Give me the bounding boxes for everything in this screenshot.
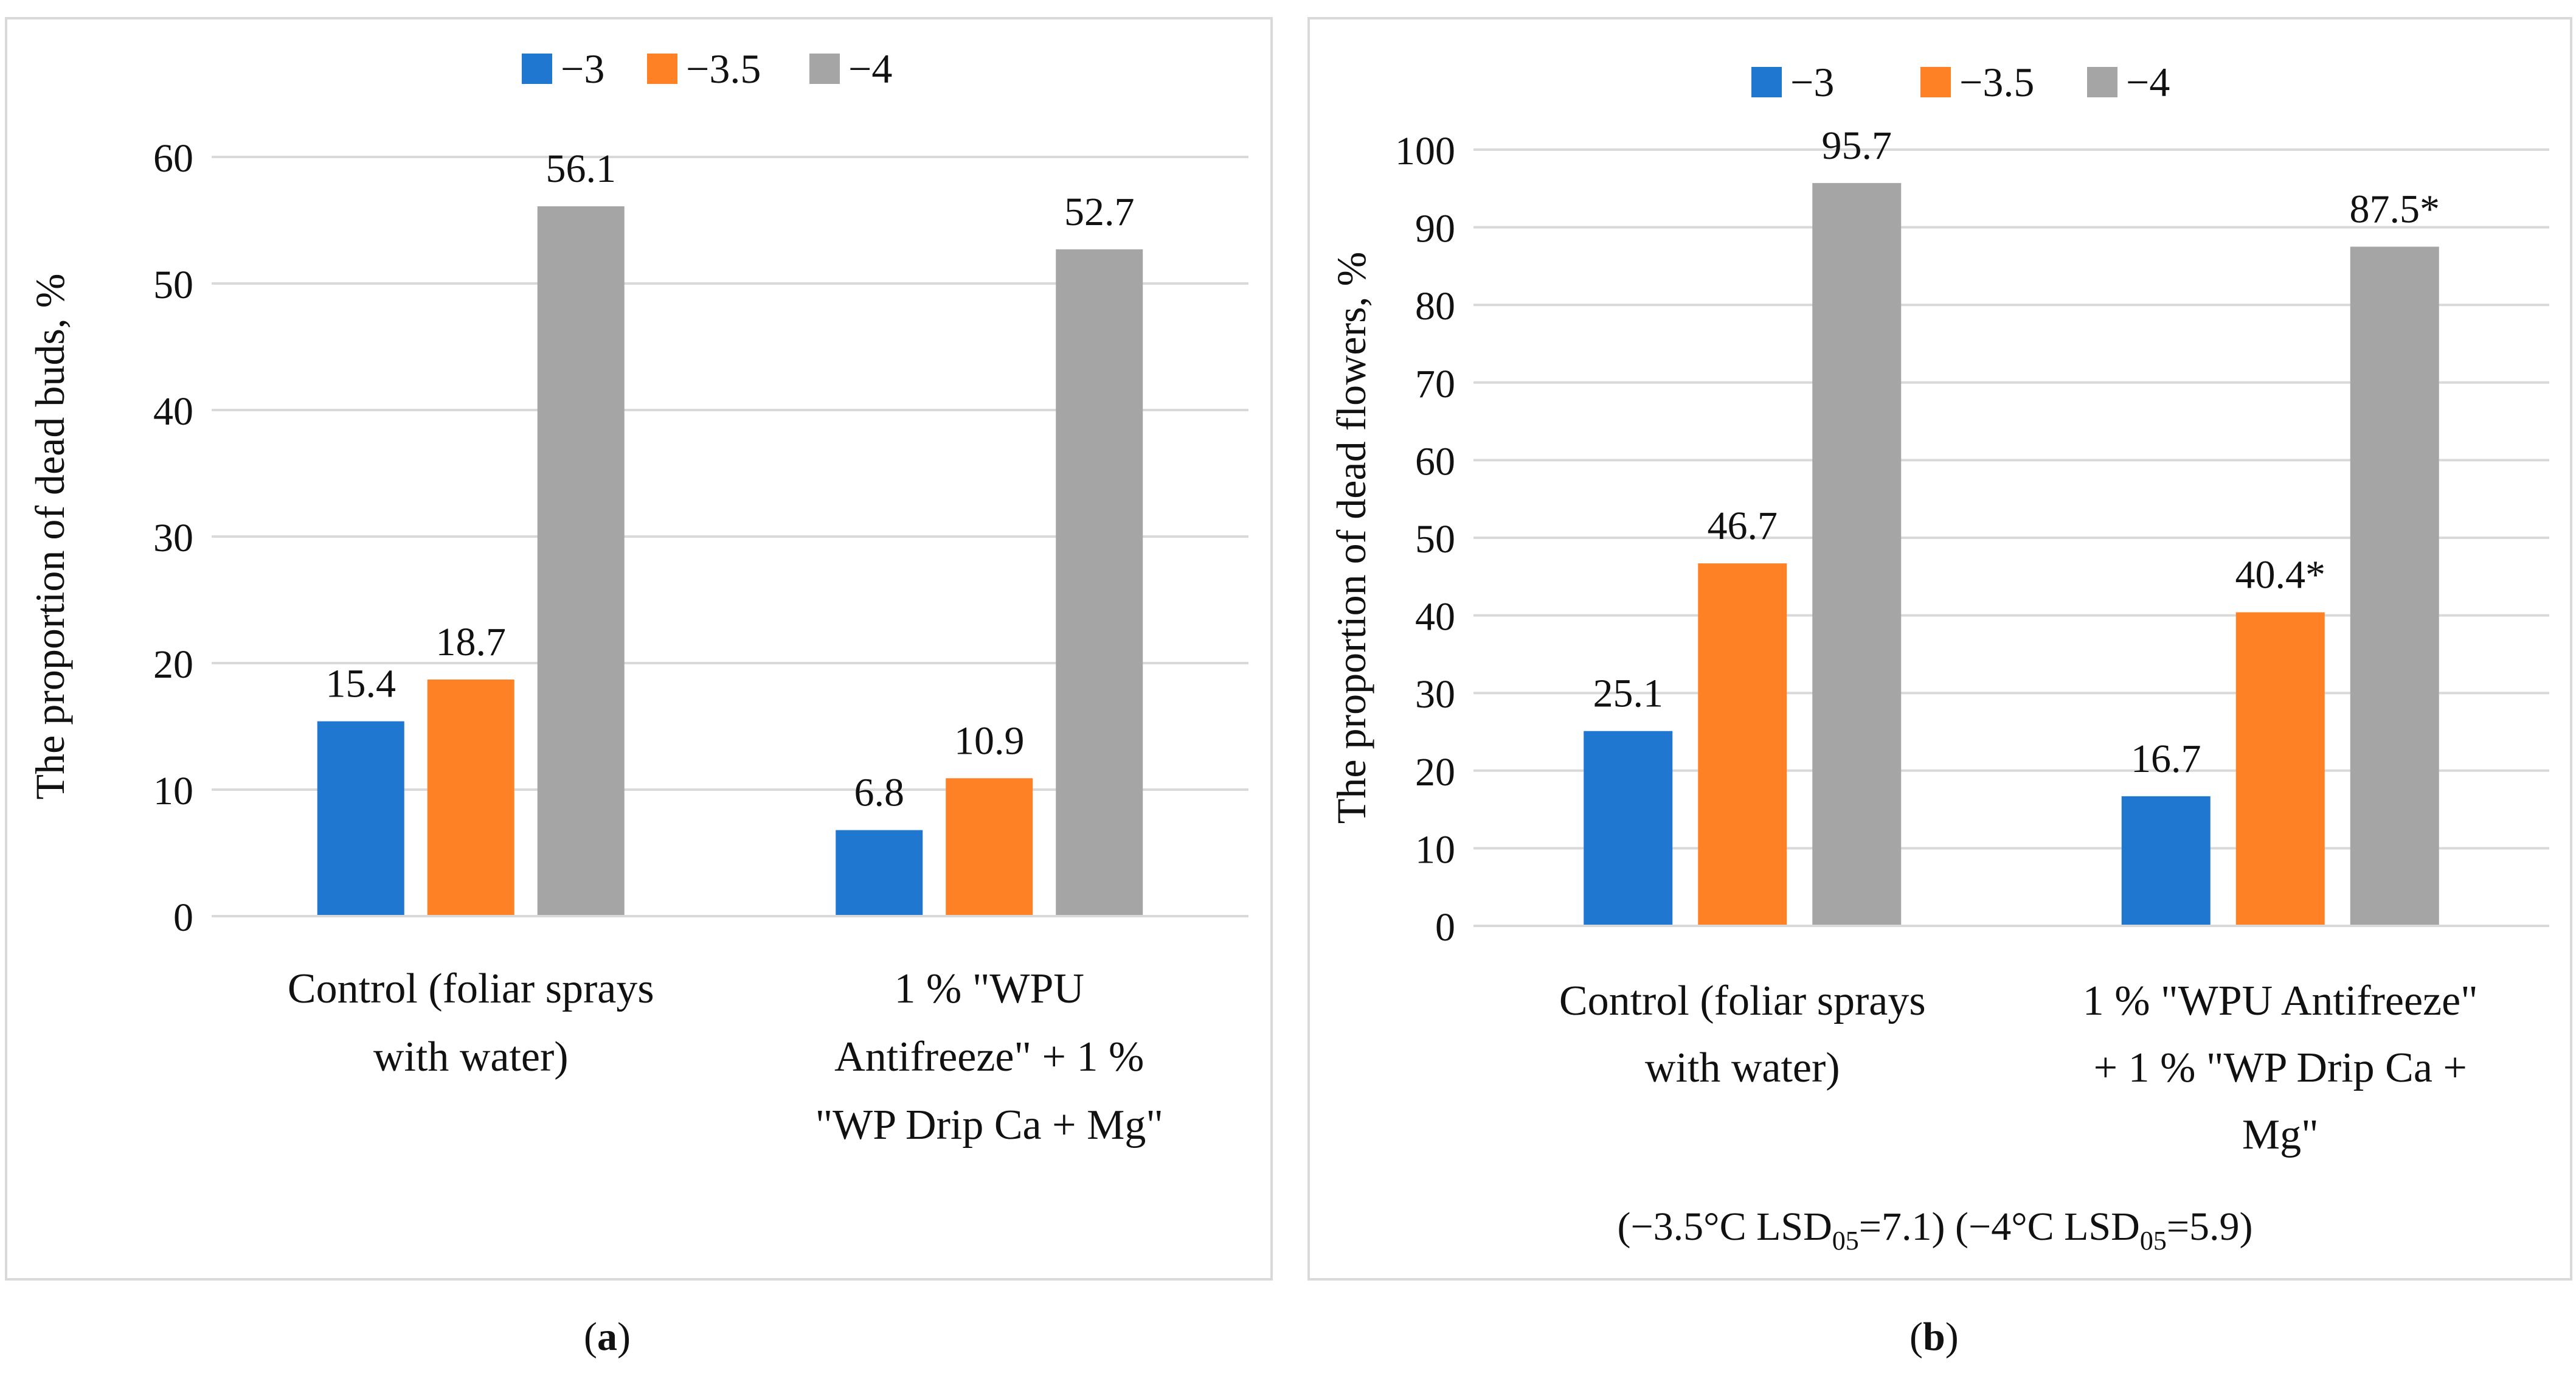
bar-1-1 (1584, 731, 1673, 926)
legend-swatch-3 (809, 54, 840, 84)
bar-3-2 (2350, 246, 2439, 926)
y-axis-label: The proportion of dead flowers, % (1328, 252, 1374, 824)
bar-2-1 (1698, 563, 1787, 926)
data-label: 46.7 (1708, 504, 1778, 548)
legend-label: −4 (2126, 59, 2170, 105)
bar-3-1 (537, 206, 625, 916)
data-label: 18.7 (436, 620, 507, 664)
y-tick-label: 70 (1415, 362, 1455, 406)
x-category-label: Mg" (2242, 1111, 2319, 1158)
y-tick-label: 20 (1415, 750, 1455, 794)
y-axis-label: The proportion of dead buds, % (27, 274, 73, 800)
y-tick-label: 0 (1435, 905, 1455, 950)
data-label: 40.4* (2235, 552, 2326, 597)
bar-2-1 (427, 680, 514, 916)
bar-2-2 (946, 778, 1033, 916)
y-tick-label: 50 (1415, 517, 1455, 561)
bar-2-2 (2235, 612, 2325, 926)
x-category-label: Antifreeze" + 1 % (834, 1034, 1144, 1080)
y-tick-label: 80 (1415, 284, 1455, 328)
legend-swatch-3 (2087, 67, 2117, 97)
legend-label: −3 (561, 46, 604, 92)
y-tick-label: 90 (1415, 207, 1455, 251)
legend-label: −3.5 (686, 46, 761, 92)
legend-label: −3 (1790, 59, 1834, 105)
panel-label-a-letter: a (597, 1315, 617, 1359)
data-label: 95.7 (1822, 123, 1892, 168)
data-label: 56.1 (546, 147, 617, 191)
lsd-annotation-sub: 05 (2140, 1226, 2167, 1256)
y-tick-label: 40 (1415, 595, 1455, 639)
legend-label: −3.5 (1959, 59, 2034, 105)
legend-label: −4 (848, 46, 892, 92)
lsd-annotation-suffix: =5.9) (2167, 1204, 2253, 1249)
data-label: 16.7 (2131, 737, 2201, 781)
panel-label-b: (b) (1909, 1315, 1959, 1359)
y-tick-label: 30 (153, 516, 193, 560)
y-tick-label: 60 (153, 136, 193, 181)
data-label: 6.8 (854, 771, 905, 815)
legend-swatch-1 (1751, 67, 1782, 97)
x-category-label: Control (foliar sprays (288, 965, 654, 1012)
x-category-label: + 1 % "WP Drip Ca + (2094, 1045, 2467, 1091)
lsd-annotation: (−3.5°C LSD05=7.1) (−4°C LSD05=5.9) (1617, 1204, 2252, 1256)
lsd-annotation-prefix: (−3.5°C LSD (1617, 1204, 1832, 1249)
x-category-label: with water) (1645, 1045, 1840, 1091)
lsd-annotation-prefix: (−4°C LSD (1945, 1204, 2140, 1249)
y-tick-label: 20 (153, 642, 193, 687)
x-category-label: 1 % "WPU (895, 965, 1084, 1012)
chart-a: 0 10 20 30 40 50 60 The proportion of dead buds… (27, 46, 1248, 1149)
chart-b: 0 10 20 30 40 50 60 70 80 90 100 The proportion of … (1328, 59, 2549, 1256)
bar-1-1 (317, 721, 404, 916)
x-category-label: "WP Drip Ca + Mg" (815, 1102, 1163, 1149)
bar-1-2 (836, 830, 923, 916)
bar-1-2 (2121, 796, 2211, 926)
y-tick-label: 50 (153, 263, 193, 307)
y-tick-label: 60 (1415, 439, 1455, 484)
y-tick-label: 10 (153, 769, 193, 813)
legend-swatch-2 (647, 54, 677, 84)
data-label: 52.7 (1064, 190, 1135, 234)
y-tick-label: 10 (1415, 827, 1455, 872)
data-label: 10.9 (954, 718, 1025, 763)
y-tick-label: 30 (1415, 672, 1455, 717)
x-category-label: 1 % "WPU Antifreeze" (2083, 978, 2478, 1024)
data-label: 25.1 (1593, 672, 1664, 716)
lsd-annotation-suffix: =7.1) (1859, 1204, 1945, 1249)
y-tick-label: 40 (153, 389, 193, 434)
bar-3-2 (1056, 249, 1143, 917)
data-label: 87.5* (2350, 187, 2440, 232)
legend-swatch-1 (522, 54, 552, 84)
y-tick-label: 100 (1395, 129, 1455, 173)
bar-3-1 (1812, 182, 1902, 926)
panel-label-a: (a) (584, 1315, 631, 1359)
lsd-annotation-sub: 05 (1832, 1226, 1859, 1256)
y-tick-label: 0 (173, 895, 193, 940)
data-label: 15.4 (326, 662, 396, 706)
panel-label-b-letter: b (1922, 1315, 1945, 1359)
x-category-label: with water) (373, 1034, 569, 1080)
legend-swatch-2 (1920, 67, 1951, 97)
x-category-label: Control (foliar sprays (1559, 978, 1926, 1024)
